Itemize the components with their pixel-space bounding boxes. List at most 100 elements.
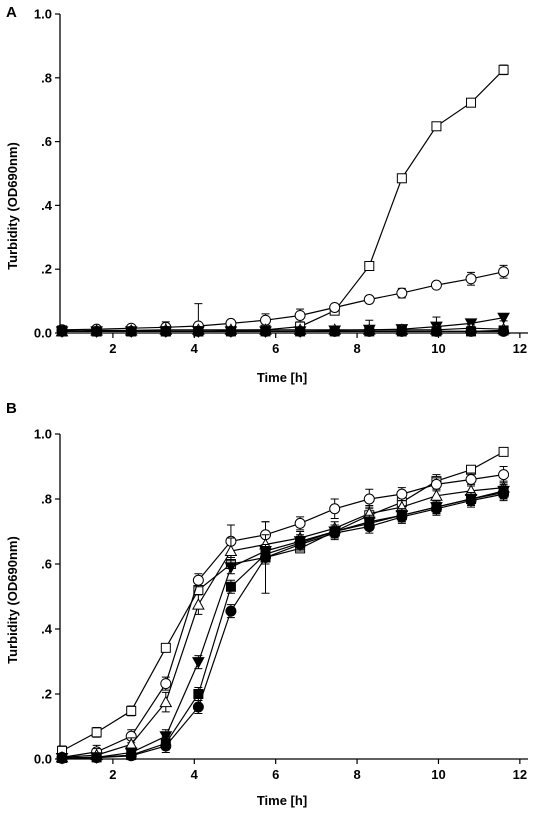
- panel-b-series-triangle-down-filled: [55, 483, 510, 765]
- panel-a-x-tick-label: 2: [109, 341, 116, 356]
- panel-b-y-axis-title: Turbidity (OD690nm): [5, 536, 20, 664]
- panel-b-data-point: [125, 750, 137, 762]
- panel-b-data-point: [363, 493, 375, 505]
- panel-b-data-point: [465, 474, 477, 485]
- panel-a-data-point: [260, 326, 271, 337]
- panel-a-series-line: [62, 69, 505, 332]
- panel-a-x-tick-label: 4: [191, 341, 199, 356]
- panel-b-data-point: [160, 740, 172, 752]
- panel-b-series-line: [61, 487, 504, 758]
- panel-b-series-square-filled: [57, 485, 509, 764]
- panel-b-data-point: [430, 478, 442, 490]
- panel-b-data-point: [363, 521, 375, 533]
- panel-b-data-point: [396, 511, 408, 523]
- panel-b-data-point: [192, 701, 204, 713]
- panel-b-data-point: [465, 495, 477, 507]
- panel-b-series-line: [61, 474, 504, 758]
- panel-a-data-point: [466, 326, 477, 337]
- panel-b-x-tick-label: 4: [191, 767, 199, 782]
- panel-b-series-triangle-up-open: [55, 480, 510, 763]
- panel-a-data-point: [466, 97, 477, 108]
- panel-b-data-point: [91, 727, 102, 738]
- panel-a-x-tick-label: 8: [353, 341, 360, 356]
- panel-b-y-tick-label: .8: [41, 492, 52, 507]
- panel-a-data-point: [498, 325, 509, 336]
- panel-b-data-point: [126, 705, 137, 716]
- panel-a-letter: A: [6, 4, 17, 21]
- panel-a-data-point: [396, 287, 408, 299]
- panel-b-x-tick-label: 8: [353, 767, 360, 782]
- panel-a-data-point: [364, 326, 375, 337]
- panel-a-data-point: [363, 294, 375, 306]
- panel-b-data-point: [498, 469, 510, 481]
- panel-a-series-square-open: [57, 64, 509, 337]
- panel-a-data-point: [431, 121, 442, 132]
- panel-a-data-point: [329, 301, 341, 313]
- panel-a-data-point: [329, 326, 340, 337]
- panel-b-data-point: [260, 552, 272, 563]
- panel-b-x-tick-label: 2: [109, 767, 116, 782]
- panel-a-series-line: [61, 329, 504, 332]
- panel-b-letter: B: [6, 400, 17, 417]
- panel-a-x-axis-title: Time [h]: [257, 370, 307, 385]
- panel-b-y-tick-label: .4: [41, 622, 53, 637]
- panel-a-y-tick-label: 0.0: [34, 326, 52, 341]
- panel-b-data-point: [91, 752, 103, 764]
- panel-a-data-point: [160, 326, 171, 337]
- panel-b-series-line: [61, 491, 504, 759]
- panel-b-y-tick-label: 0.0: [34, 752, 52, 767]
- panel-a-data-point: [364, 261, 375, 272]
- panel-a-data-point: [126, 326, 137, 337]
- panel-a-data-point: [396, 326, 407, 337]
- panel-a-data-point: [91, 326, 102, 337]
- panel-b-data-point: [160, 678, 172, 690]
- panel-b: B Turbidity (OD690nm) Time [h] 0.0 .2 .4 .6…: [5, 400, 528, 808]
- panel-a-y-tick-label: .2: [41, 262, 52, 277]
- panel-b-series-line: [61, 490, 504, 759]
- panel-a-data-point: [295, 326, 306, 337]
- panel-a-data-point: [431, 326, 442, 337]
- panel-b-data-point: [224, 544, 238, 556]
- panel-a-y-tick-label: .8: [41, 70, 52, 85]
- panel-a-x-tick-label: 12: [513, 341, 527, 356]
- panel-a-data-point: [396, 173, 407, 184]
- panel-b-y-tick-label: 1.0: [34, 427, 52, 442]
- panel-a-data-point: [498, 266, 510, 278]
- panel-a-x-tick-label: 6: [272, 341, 279, 356]
- panel-a: A Turbidity (OD690nm) Time [h] 0.0 .2 .4 .6…: [5, 4, 528, 385]
- panel-b-data-point: [498, 488, 510, 500]
- panel-b-x-axis-title: Time [h]: [257, 793, 307, 808]
- panel-b-data-point: [294, 539, 306, 550]
- panel-b-x-tick-label: 12: [513, 767, 527, 782]
- panel-b-data-point: [159, 695, 173, 708]
- panel-b-data-point: [430, 503, 442, 515]
- panel-a-data-point: [57, 325, 68, 336]
- panel-b-data-point: [225, 581, 236, 592]
- panel-b-data-point: [192, 598, 205, 610]
- panel-a-y-tick-label: .6: [41, 134, 52, 149]
- panel-a-series-square-filled: [57, 325, 509, 337]
- panel-b-y-tick-label: .2: [41, 687, 52, 702]
- panel-a-data-point: [430, 279, 442, 291]
- panel-b-data-point: [498, 446, 509, 457]
- panel-a-series-line: [61, 271, 504, 331]
- panel-b-series-circle-filled: [56, 487, 510, 764]
- panel-b-data-point: [294, 517, 306, 529]
- panel-b-series-square-open: [57, 446, 509, 757]
- panel-b-x-tick-label: 10: [431, 767, 445, 782]
- panel-b-data-point: [329, 527, 341, 539]
- panel-a-data-point: [465, 273, 477, 285]
- panel-b-data-point: [224, 562, 238, 574]
- panel-a-plot-area: 0.0 .2 .4 .6 .8 1.0 2 4 6 8 10 12: [34, 7, 528, 356]
- panel-b-x-tick-label: 6: [272, 767, 279, 782]
- panel-a-data-point: [225, 326, 236, 337]
- panel-b-data-point: [396, 488, 408, 500]
- panel-a-y-axis-title: Turbidity (OD690nm): [5, 142, 20, 270]
- panel-b-data-point: [160, 642, 171, 653]
- panel-b-data-point: [329, 503, 341, 515]
- panel-a-data-point: [294, 309, 306, 321]
- panel-a-data-point: [193, 326, 204, 337]
- panel-b-series-line: [61, 451, 504, 752]
- panel-b-data-point: [225, 605, 237, 617]
- panel-a-y-tick-label: .4: [41, 198, 53, 213]
